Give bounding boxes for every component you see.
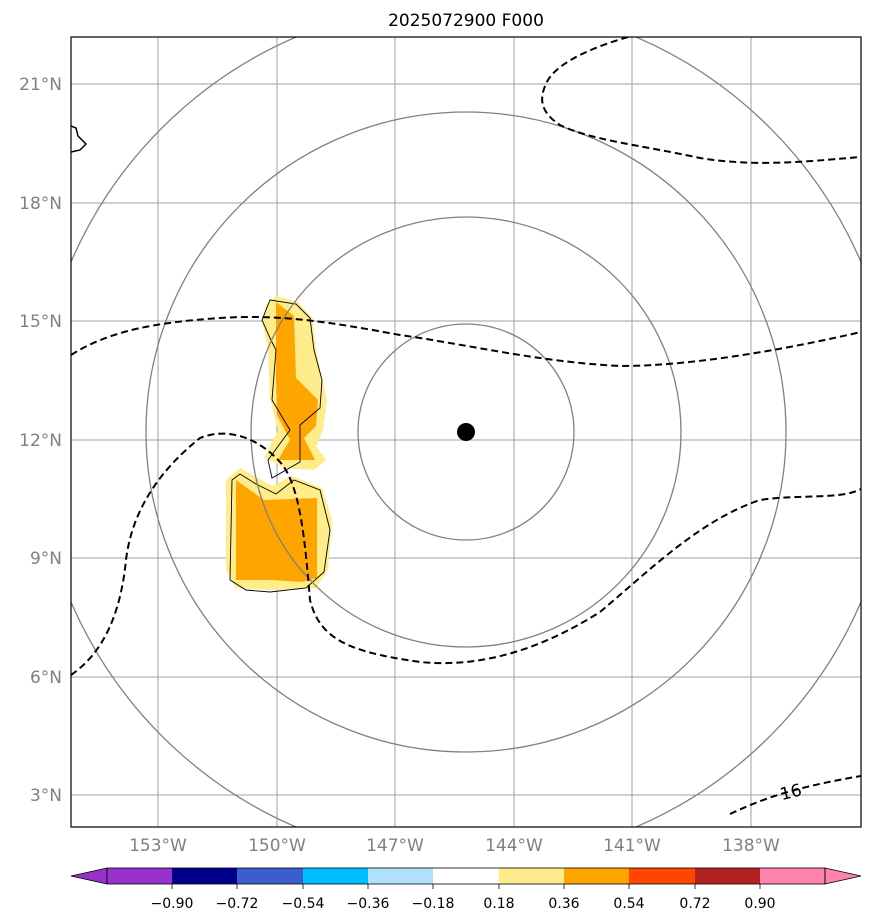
storm-center-dot [457,423,475,441]
colorbar-swatch [107,868,172,884]
longitude-labels: 153°W 150°W 147°W 144°W 141°W 138°W [129,836,780,856]
colorbar-swatch [172,868,237,884]
lon-label: 147°W [366,836,424,856]
colorbar-extend-min [70,867,108,885]
shaded-region-south-core [236,480,317,582]
colorbar-tick-label: −0.54 [282,896,325,912]
lat-label: 21°N [19,75,62,95]
colorbar-swatch [433,868,499,884]
island-coastline [71,125,88,153]
colorbar-swatch [237,868,303,884]
contour-label: 16 [778,780,804,805]
colorbar-swatch [368,868,433,884]
latitude-labels: 21°N 18°N 15°N 12°N 9°N 6°N 3°N [19,75,62,806]
dashed-contour-south [71,432,861,676]
colorbar-tick-label: −0.36 [347,896,390,912]
map-title: 2025072900 F000 [388,11,544,31]
colorbar-frame [106,867,826,885]
lon-label: 138°W [722,836,780,856]
thin-contour-south [229,473,331,593]
colorbar-extend-max [824,867,862,885]
range-rings [71,37,861,827]
colorbar: −0.90 −0.72 −0.54 −0.36 −0.18 0.18 0.36 … [70,867,862,912]
colorbar-swatch [695,868,760,884]
shaded-region-north-core [276,302,318,460]
colorbar-tick-label: 0.18 [483,896,514,912]
lat-label: 9°N [30,549,62,569]
dashed-contour-middle [71,316,861,368]
dashed-contours [71,37,861,815]
colorbar-tick-label: 0.72 [679,896,710,912]
colorbar-swatch [629,868,695,884]
lat-label: 12°N [19,431,62,451]
colorbar-tick-label: 0.36 [548,896,579,912]
colorbar-swatch [564,868,629,884]
thin-contours [229,299,331,593]
gridlines [71,37,861,827]
shaded-field [226,296,332,590]
colorbar-swatch [303,868,368,884]
colorbar-tick-label: −0.18 [412,896,455,912]
lat-label: 6°N [30,668,62,688]
colorbar-tick-label: −0.72 [216,896,259,912]
lat-label: 15°N [19,312,62,332]
colorbar-ticks [171,884,761,889]
lon-label: 153°W [129,836,187,856]
lon-label: 144°W [485,836,543,856]
lon-label: 150°W [248,836,306,856]
map-frame [70,36,862,828]
thin-contour-north [261,299,323,479]
colorbar-swatch [499,868,564,884]
colorbar-tick-label: −0.90 [151,896,194,912]
map-area [71,37,861,827]
lat-label: 3°N [30,786,62,806]
lat-label: 18°N [19,194,62,214]
colorbar-swatch [760,868,825,884]
dashed-contour-16 [729,775,861,815]
colorbar-tick-label: 0.90 [744,896,775,912]
lon-label: 141°W [603,836,661,856]
dashed-contour-north [541,37,861,164]
colorbar-tick-label: 0.54 [613,896,644,912]
